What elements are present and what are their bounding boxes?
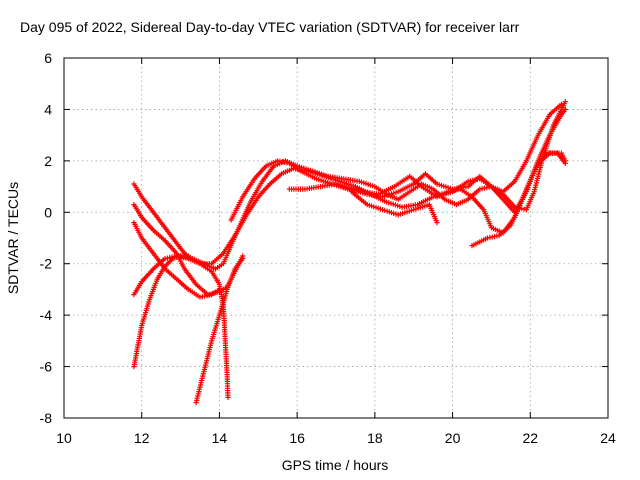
series-layer (131, 99, 568, 406)
series-track-3 (131, 220, 222, 300)
y-tick-label: 6 (44, 50, 52, 66)
y-tick-label: -2 (40, 256, 53, 272)
series-markers (286, 101, 564, 200)
series-line (471, 152, 566, 247)
y-tick-label: 4 (44, 101, 52, 117)
x-tick-label: 12 (134, 430, 150, 446)
x-tick-label: 24 (600, 430, 616, 446)
series-track-4 (131, 150, 568, 298)
y-tick-label: 2 (44, 153, 52, 169)
series-markers (131, 220, 222, 300)
series-track-10 (469, 150, 568, 249)
series-markers (193, 256, 246, 406)
series-markers (469, 150, 568, 249)
series-markers (131, 150, 568, 298)
y-tick-label: -8 (40, 410, 53, 426)
series-track-8 (286, 101, 564, 200)
series-markers (348, 189, 440, 226)
grid (64, 58, 608, 418)
y-tick-label: -6 (40, 359, 53, 375)
ticks (63, 57, 609, 419)
x-tick-label: 10 (56, 430, 72, 446)
x-tick-label: 20 (445, 430, 461, 446)
series-track-9 (348, 189, 440, 226)
y-tick-labels: -8 -6 -4 -2 0 2 4 6 (40, 50, 53, 426)
x-tick-labels: 10 12 14 16 18 20 22 24 (56, 430, 616, 446)
series-track-6 (193, 256, 246, 406)
plot-frame (63, 57, 609, 419)
x-tick-label: 16 (289, 430, 305, 446)
x-tick-label: 22 (522, 430, 538, 446)
x-axis-label: GPS time / hours (282, 457, 389, 473)
y-axis-label: SDTVAR / TECUs (5, 182, 21, 294)
series-line (133, 152, 566, 295)
y-tick-label: 0 (44, 204, 52, 220)
x-tick-label: 14 (212, 430, 228, 446)
x-tick-label: 18 (367, 430, 383, 446)
y-tick-label: -4 (40, 307, 53, 323)
chart-title: Day 095 of 2022, Sidereal Day-to-day VTE… (20, 19, 520, 35)
